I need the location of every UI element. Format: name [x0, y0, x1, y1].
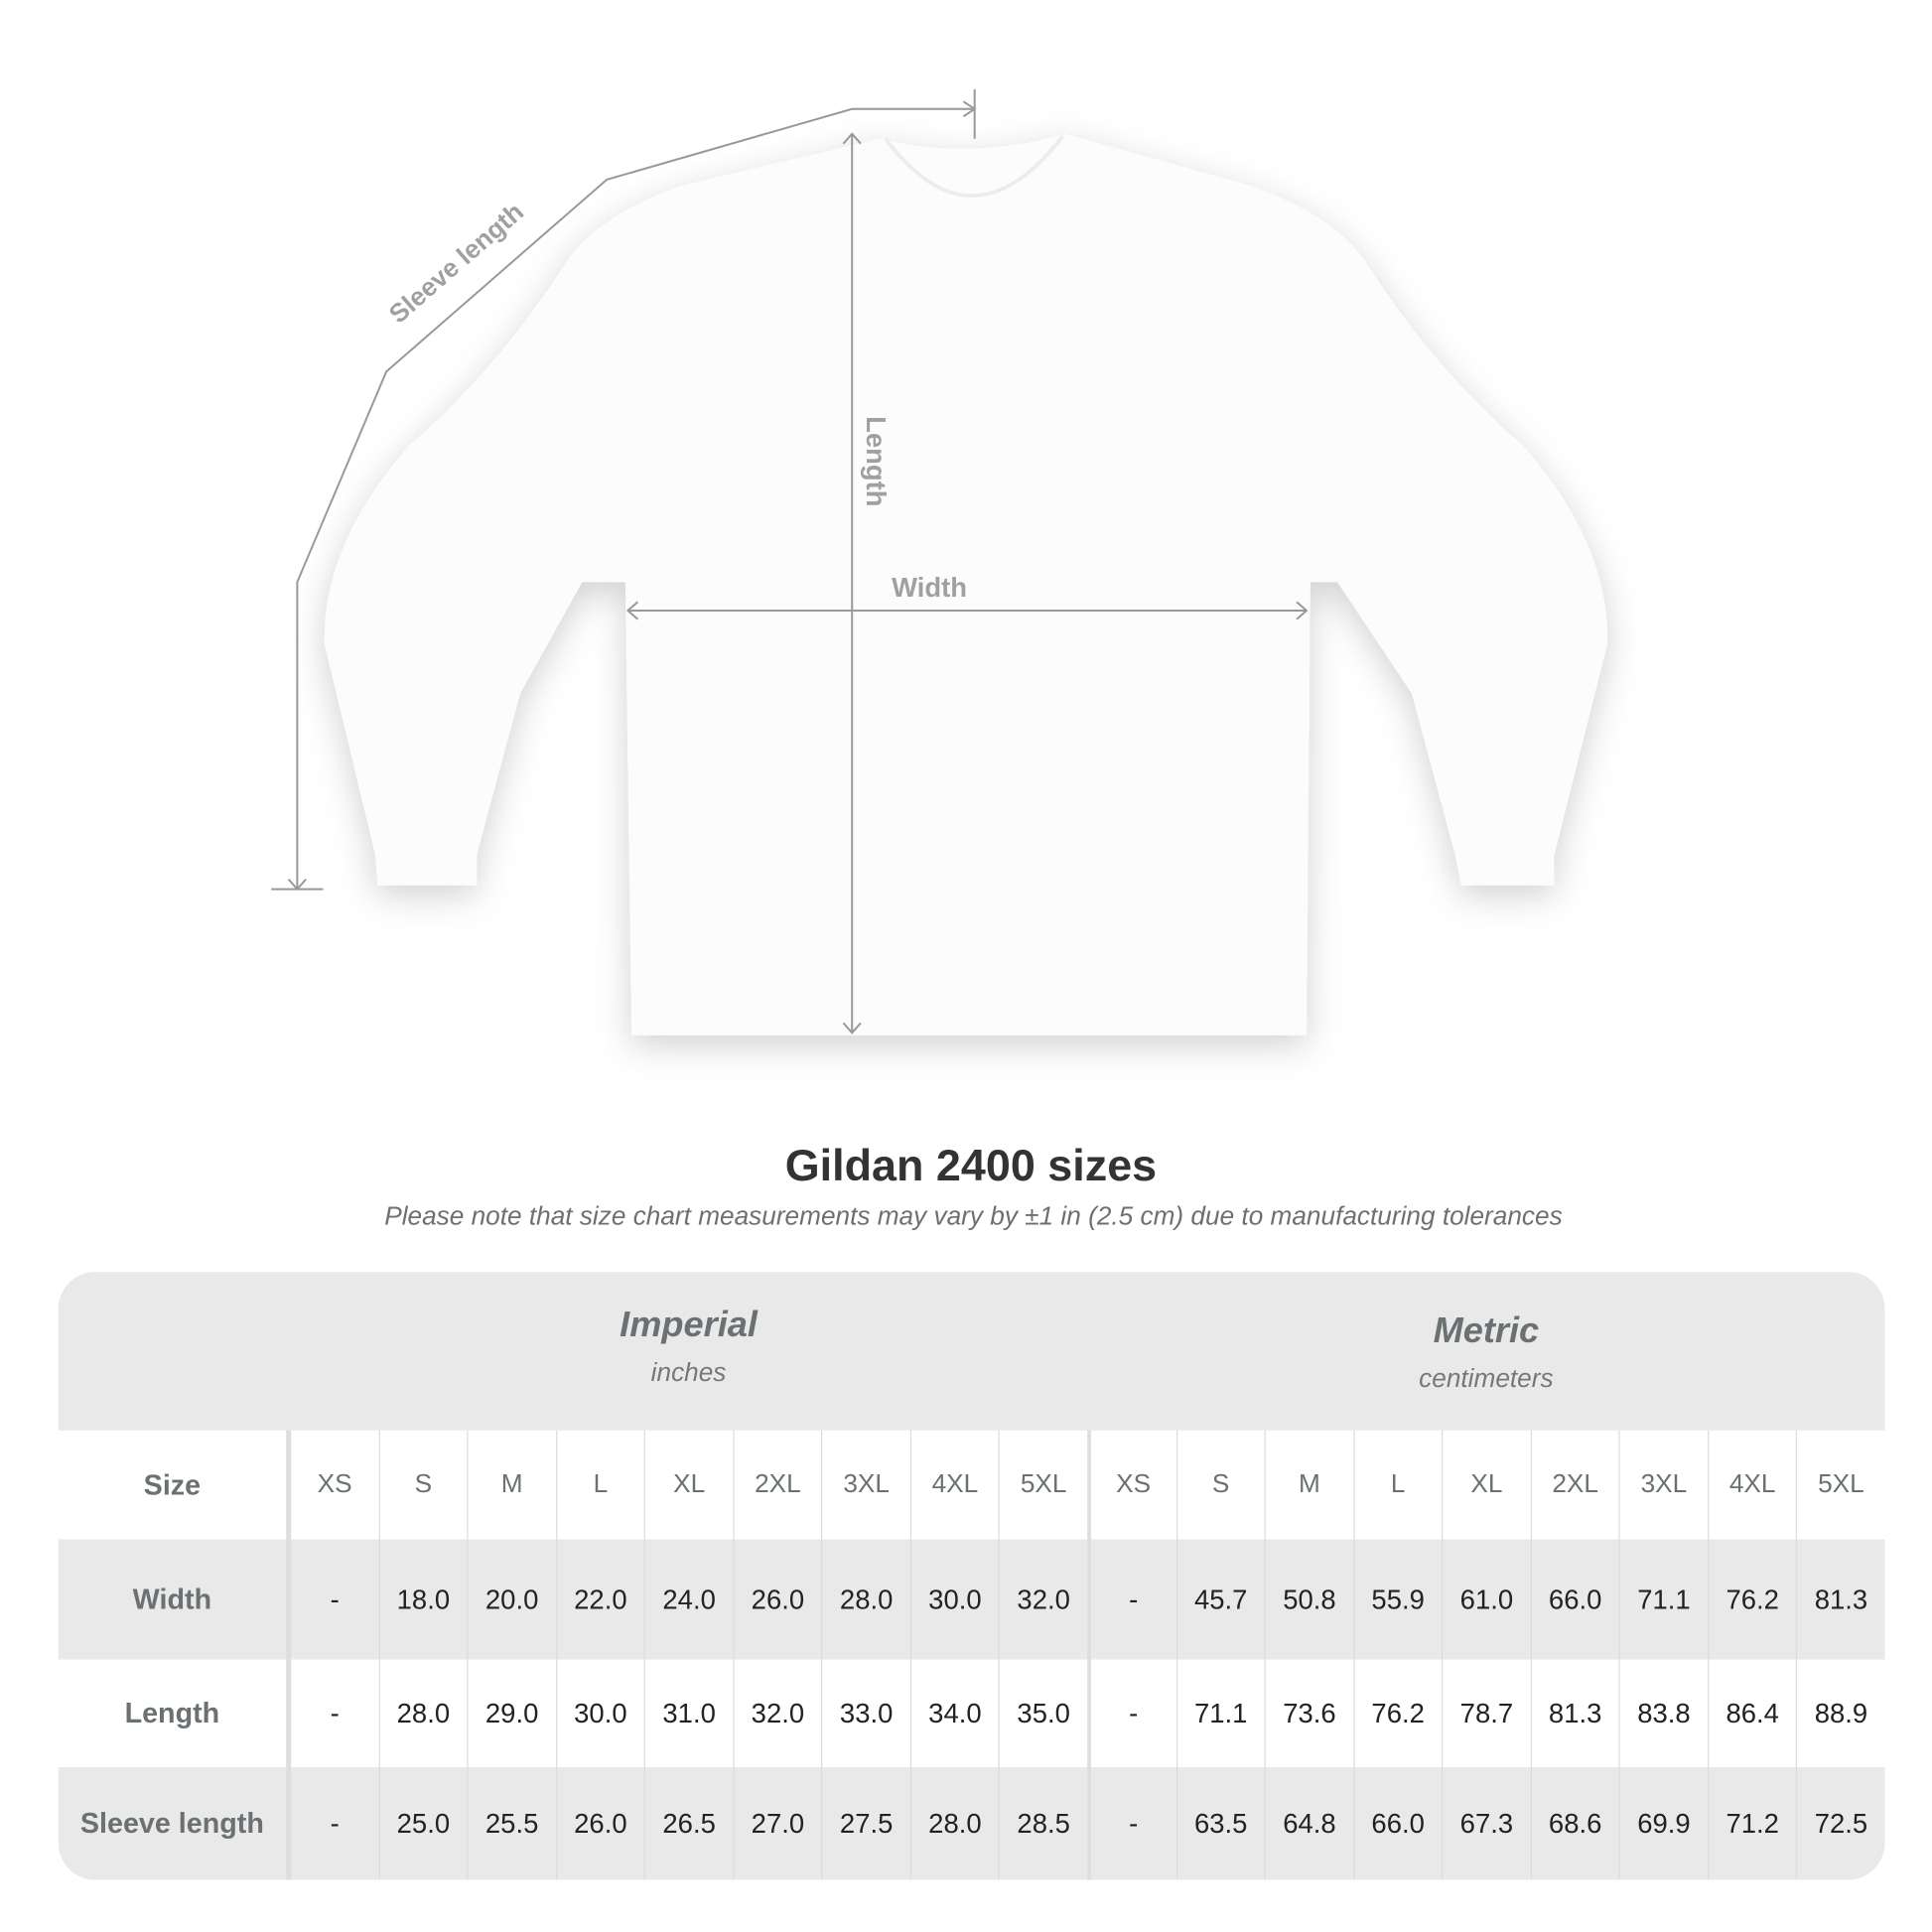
table-cell: 22.0: [555, 1539, 644, 1660]
width-line: [625, 601, 1309, 621]
table-cell: 76.2: [1352, 1659, 1442, 1768]
table-cell: 26.0: [555, 1767, 644, 1880]
table-cell: 83.8: [1618, 1659, 1708, 1768]
table-cell: 50.8: [1264, 1539, 1353, 1660]
table-cell: -: [289, 1659, 378, 1768]
row-label: Size: [59, 1430, 290, 1540]
table-cell: 86.4: [1707, 1659, 1796, 1768]
length-line: [842, 132, 862, 1035]
table-cell: 34.0: [909, 1659, 999, 1768]
size-column-header: M: [1264, 1430, 1353, 1540]
row-label: Sleeve length: [59, 1767, 290, 1880]
table-row: Sleeve length -25.0 25.5 26.0 26.5 27.0 27.5 28…: [58, 1767, 1885, 1880]
row-label: Width: [59, 1539, 290, 1660]
table-cell: -: [1087, 1659, 1175, 1768]
page-title: Gildan 2400 sizes: [784, 1139, 1158, 1190]
table-cell: -: [289, 1539, 378, 1660]
table-cell: 18.0: [378, 1539, 467, 1660]
table-cell: 61.0: [1442, 1539, 1530, 1660]
table-cell: 26.5: [643, 1767, 733, 1880]
sleeve-length-line: [296, 107, 975, 890]
table-cell: 67.3: [1442, 1767, 1530, 1880]
size-column-header: 2XL: [1530, 1430, 1618, 1540]
size-table: Imperial inches Metric centimeters Size X…: [58, 1272, 1885, 1880]
size-column-header: 2XL: [733, 1430, 821, 1540]
table-cell: 25.5: [467, 1767, 555, 1880]
table-cell: -: [289, 1767, 378, 1880]
table-cell: 28.5: [998, 1767, 1087, 1880]
table-cell: 29.0: [467, 1659, 555, 1768]
table-cell: 30.0: [909, 1539, 999, 1660]
shirt-diagram: Sleeve length Length Width: [271, 88, 1608, 1035]
table-cell: 28.0: [909, 1767, 999, 1880]
size-column-header: L: [555, 1430, 644, 1540]
table-cell: 45.7: [1175, 1539, 1264, 1660]
size-column-header: 3XL: [1618, 1430, 1708, 1540]
table-cell: 30.0: [555, 1659, 644, 1768]
size-column-header: XS: [1087, 1430, 1175, 1540]
table-cell: -: [1087, 1767, 1175, 1880]
width-label: Width: [892, 572, 967, 603]
size-column-header: 4XL: [1707, 1430, 1796, 1540]
table-cell: 27.5: [821, 1767, 909, 1880]
size-column-header: 4XL: [909, 1430, 999, 1540]
size-column-header: 5XL: [1796, 1430, 1884, 1540]
table-cell: 81.3: [1530, 1659, 1618, 1768]
size-column-header: S: [1175, 1430, 1264, 1540]
table-cell: -: [1087, 1539, 1175, 1660]
table-row: Width -18.0 20.0 22.0 24.0 26.0 28.0 30.0 32.0-4…: [58, 1539, 1885, 1660]
group-unit: inches: [650, 1358, 727, 1388]
table-cell: 26.0: [733, 1539, 821, 1660]
size-column-header: S: [378, 1430, 467, 1540]
group-name: Metric: [1433, 1311, 1540, 1351]
size-column-header: 5XL: [998, 1430, 1087, 1540]
table-cell: 66.0: [1530, 1539, 1618, 1660]
table-cell: 55.9: [1352, 1539, 1442, 1660]
table-cell: 24.0: [643, 1539, 733, 1660]
table-cell: 32.0: [998, 1539, 1087, 1660]
table-cell: 28.0: [378, 1659, 467, 1768]
group-unit: centimeters: [1419, 1364, 1554, 1394]
table-cell: 66.0: [1352, 1767, 1442, 1880]
table-cell: 31.0: [643, 1659, 733, 1768]
subtitle: Please note that size chart measurements…: [384, 1202, 1563, 1231]
table-cell: 71.1: [1175, 1659, 1264, 1768]
table-cell: 81.3: [1796, 1539, 1884, 1660]
table-cell: 88.9: [1796, 1659, 1884, 1768]
length-label: Length: [861, 416, 892, 506]
size-header-row: Size XS S M L XL 2XL 3XL 4XL 5XL XS S M L XL 2XL 3XL 4XL 5…: [59, 1430, 1885, 1540]
table-header: Imperial inches Metric centimeters: [58, 1272, 1885, 1431]
table-cell: 76.2: [1707, 1539, 1796, 1660]
table-cell: 20.0: [467, 1539, 555, 1660]
table-cell: 32.0: [733, 1659, 821, 1768]
table-cell: 69.9: [1618, 1767, 1708, 1880]
table-cell: 68.6: [1530, 1767, 1618, 1880]
table-cell: 25.0: [378, 1767, 467, 1880]
table-cell: 71.2: [1707, 1767, 1796, 1880]
size-column-header: L: [1352, 1430, 1442, 1540]
table-cell: 72.5: [1796, 1767, 1884, 1880]
shirt-illustration: [324, 133, 1608, 1035]
table-cell: 63.5: [1175, 1767, 1264, 1880]
table-cell: 78.7: [1442, 1659, 1530, 1768]
table-cell: 64.8: [1264, 1767, 1353, 1880]
size-column-header: XL: [1442, 1430, 1530, 1540]
metric-group: Metric centimeters: [1087, 1272, 1884, 1470]
table-cell: 35.0: [998, 1659, 1087, 1768]
size-column-header: M: [467, 1430, 555, 1540]
imperial-group: Imperial inches: [290, 1272, 1087, 1463]
row-label: Length: [59, 1659, 290, 1768]
table-cell: 71.1: [1618, 1539, 1708, 1660]
table-cell: 33.0: [821, 1659, 909, 1768]
table-row: Length -28.0 29.0 30.0 31.0 32.0 33.0 34.0 35.0-…: [59, 1659, 1885, 1768]
size-column-header: XL: [643, 1430, 733, 1540]
group-name: Imperial: [620, 1305, 758, 1345]
table-cell: 27.0: [733, 1767, 821, 1880]
table-cell: 73.6: [1264, 1659, 1353, 1768]
sleeve-length-label: Sleeve length: [383, 197, 529, 329]
size-column-header: 3XL: [821, 1430, 909, 1540]
table-cell: 28.0: [821, 1539, 909, 1660]
size-column-header: XS: [289, 1430, 378, 1540]
